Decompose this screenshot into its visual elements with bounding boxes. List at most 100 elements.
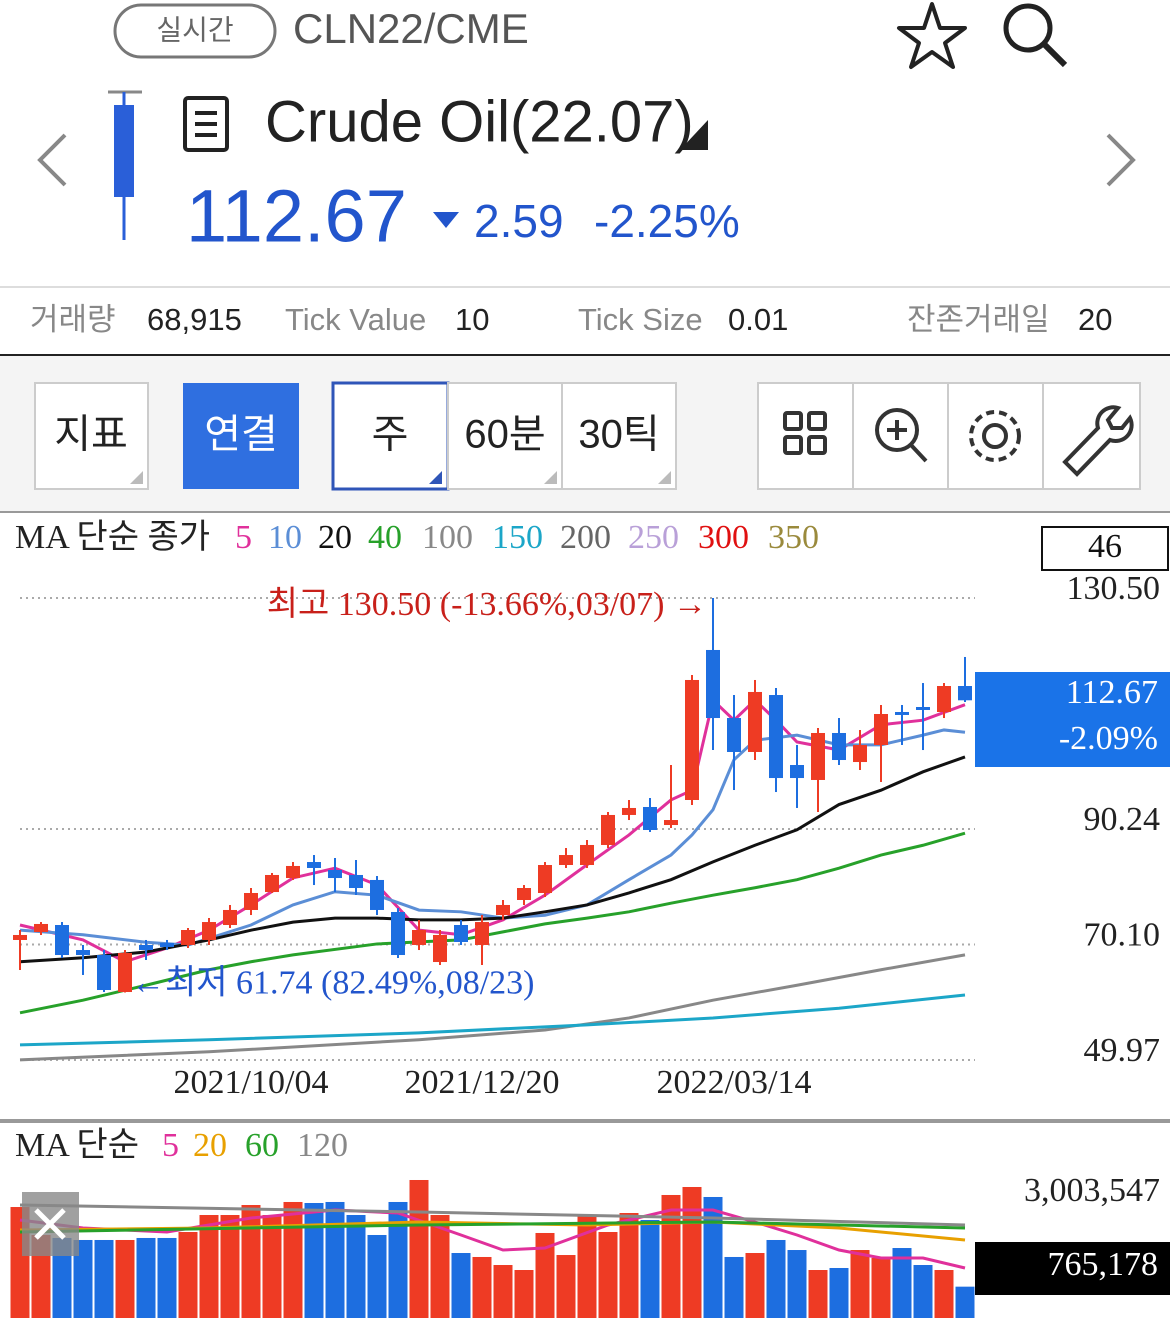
period-label: 60분 (464, 413, 545, 457)
y-tick-label: 49.97 (1084, 1032, 1161, 1069)
legend-item: 200 (560, 519, 611, 556)
volume-bar (598, 1232, 618, 1318)
candle-body (664, 820, 678, 826)
close-button[interactable] (22, 1192, 79, 1256)
volume-bar (346, 1215, 366, 1318)
last-change: -2.09% (1059, 720, 1158, 757)
volume-bar (829, 1267, 849, 1318)
info-value: 20 (1078, 302, 1112, 337)
ma-line (19, 1208, 966, 1270)
volume-bar (367, 1234, 387, 1318)
instrument-name: Crude Oil(22.07) (265, 89, 694, 154)
last-price-box (975, 672, 1170, 767)
period-label: 30틱 (578, 413, 659, 457)
volume-bar (472, 1256, 492, 1318)
indicator-label: 지표 (54, 413, 128, 457)
candle-body (853, 744, 867, 763)
change-percent: -2.25% (594, 195, 740, 247)
last-volume-box (975, 1242, 1170, 1295)
candle-body (580, 844, 594, 865)
volume-bar (661, 1194, 681, 1318)
indicator-button[interactable] (34, 382, 149, 490)
tools-icon[interactable] (1062, 405, 1134, 477)
volume-bar (703, 1196, 723, 1318)
high-annotation: 최고 130.50 (-13.66%,03/07) → (267, 586, 707, 623)
candle-body (496, 904, 510, 916)
ma-line (19, 831, 966, 1015)
ma-line (19, 755, 966, 964)
info-label: 거래량 (30, 302, 116, 337)
volume-bar (871, 1258, 891, 1318)
candle-body (181, 929, 195, 945)
candle-body (769, 695, 783, 779)
volume-bar (409, 1179, 429, 1318)
volume-bar (682, 1186, 702, 1318)
volume-bar (241, 1205, 261, 1318)
period-button[interactable] (561, 382, 677, 490)
volume-bar (724, 1256, 744, 1318)
volume-bar (787, 1250, 807, 1318)
volume-bar (199, 1215, 219, 1318)
candle-body (286, 865, 300, 879)
volume-bar (766, 1239, 786, 1318)
volume-bar (493, 1265, 513, 1318)
ma-line (19, 993, 966, 1047)
realtime-pill[interactable] (113, 3, 277, 59)
prev-arrow[interactable] (37, 133, 67, 187)
volume-bar (577, 1215, 597, 1318)
volume-bar (850, 1250, 870, 1318)
candle-body (97, 955, 111, 991)
candle-body (13, 934, 27, 940)
volume-bar (220, 1215, 240, 1318)
search-icon[interactable] (1003, 3, 1068, 68)
volume-bar (136, 1237, 156, 1318)
legend-item: 100 (422, 519, 473, 556)
volume-bar (94, 1239, 114, 1318)
price: 112.67 (186, 175, 407, 258)
volume-bar (640, 1220, 660, 1318)
candle-body (538, 864, 552, 893)
layout-icon[interactable] (783, 411, 827, 455)
volume-bar (52, 1237, 72, 1318)
volume-bar (535, 1232, 555, 1318)
y-tick-label: 70.10 (1084, 916, 1161, 953)
volume-bar (892, 1248, 912, 1318)
x-tick-label: 2021/10/04 (174, 1064, 329, 1101)
candle-body (937, 686, 951, 712)
y-tick-label: 3,003,547 (1024, 1172, 1160, 1209)
symbol: CLN22/CME (293, 5, 529, 52)
candle-body (895, 711, 909, 715)
next-arrow[interactable] (1106, 133, 1136, 187)
info-value: 0.01 (728, 302, 788, 337)
candle-body (643, 806, 657, 831)
volume-bar (304, 1203, 324, 1318)
settings-icon[interactable] (969, 410, 1021, 462)
candle-body (790, 765, 804, 779)
zoom-icon[interactable] (875, 408, 928, 463)
legend-item: 40 (368, 519, 402, 556)
dropdown-icon[interactable] (680, 120, 708, 150)
legend-item: 350 (768, 519, 819, 556)
candle-body (391, 911, 405, 956)
candle-body (139, 944, 153, 951)
candle-body (685, 679, 699, 800)
corner-mark (658, 471, 671, 484)
low-annotation: ←최저 61.74 (82.49%,08/23) (131, 964, 534, 1001)
volume-bar (115, 1239, 135, 1318)
info-label: Tick Value (285, 302, 426, 337)
volume-bar (745, 1253, 765, 1318)
info-row: 거래량 68,915 Tick Value 10 Tick Size 0.01 잔존거래일 2… (30, 302, 1112, 337)
tool-group (757, 382, 1141, 490)
period-button[interactable] (331, 381, 450, 491)
favorite-icon[interactable] (897, 2, 967, 69)
document-icon[interactable] (183, 96, 229, 152)
link-button[interactable] (183, 383, 299, 489)
volume-bar (325, 1201, 345, 1318)
info-label: Tick Size (578, 302, 703, 337)
candle-body (517, 888, 531, 900)
y-tick-label: 130.50 (1067, 570, 1161, 607)
legend-item: 300 (698, 519, 749, 556)
link-label: 연결 (204, 413, 278, 457)
